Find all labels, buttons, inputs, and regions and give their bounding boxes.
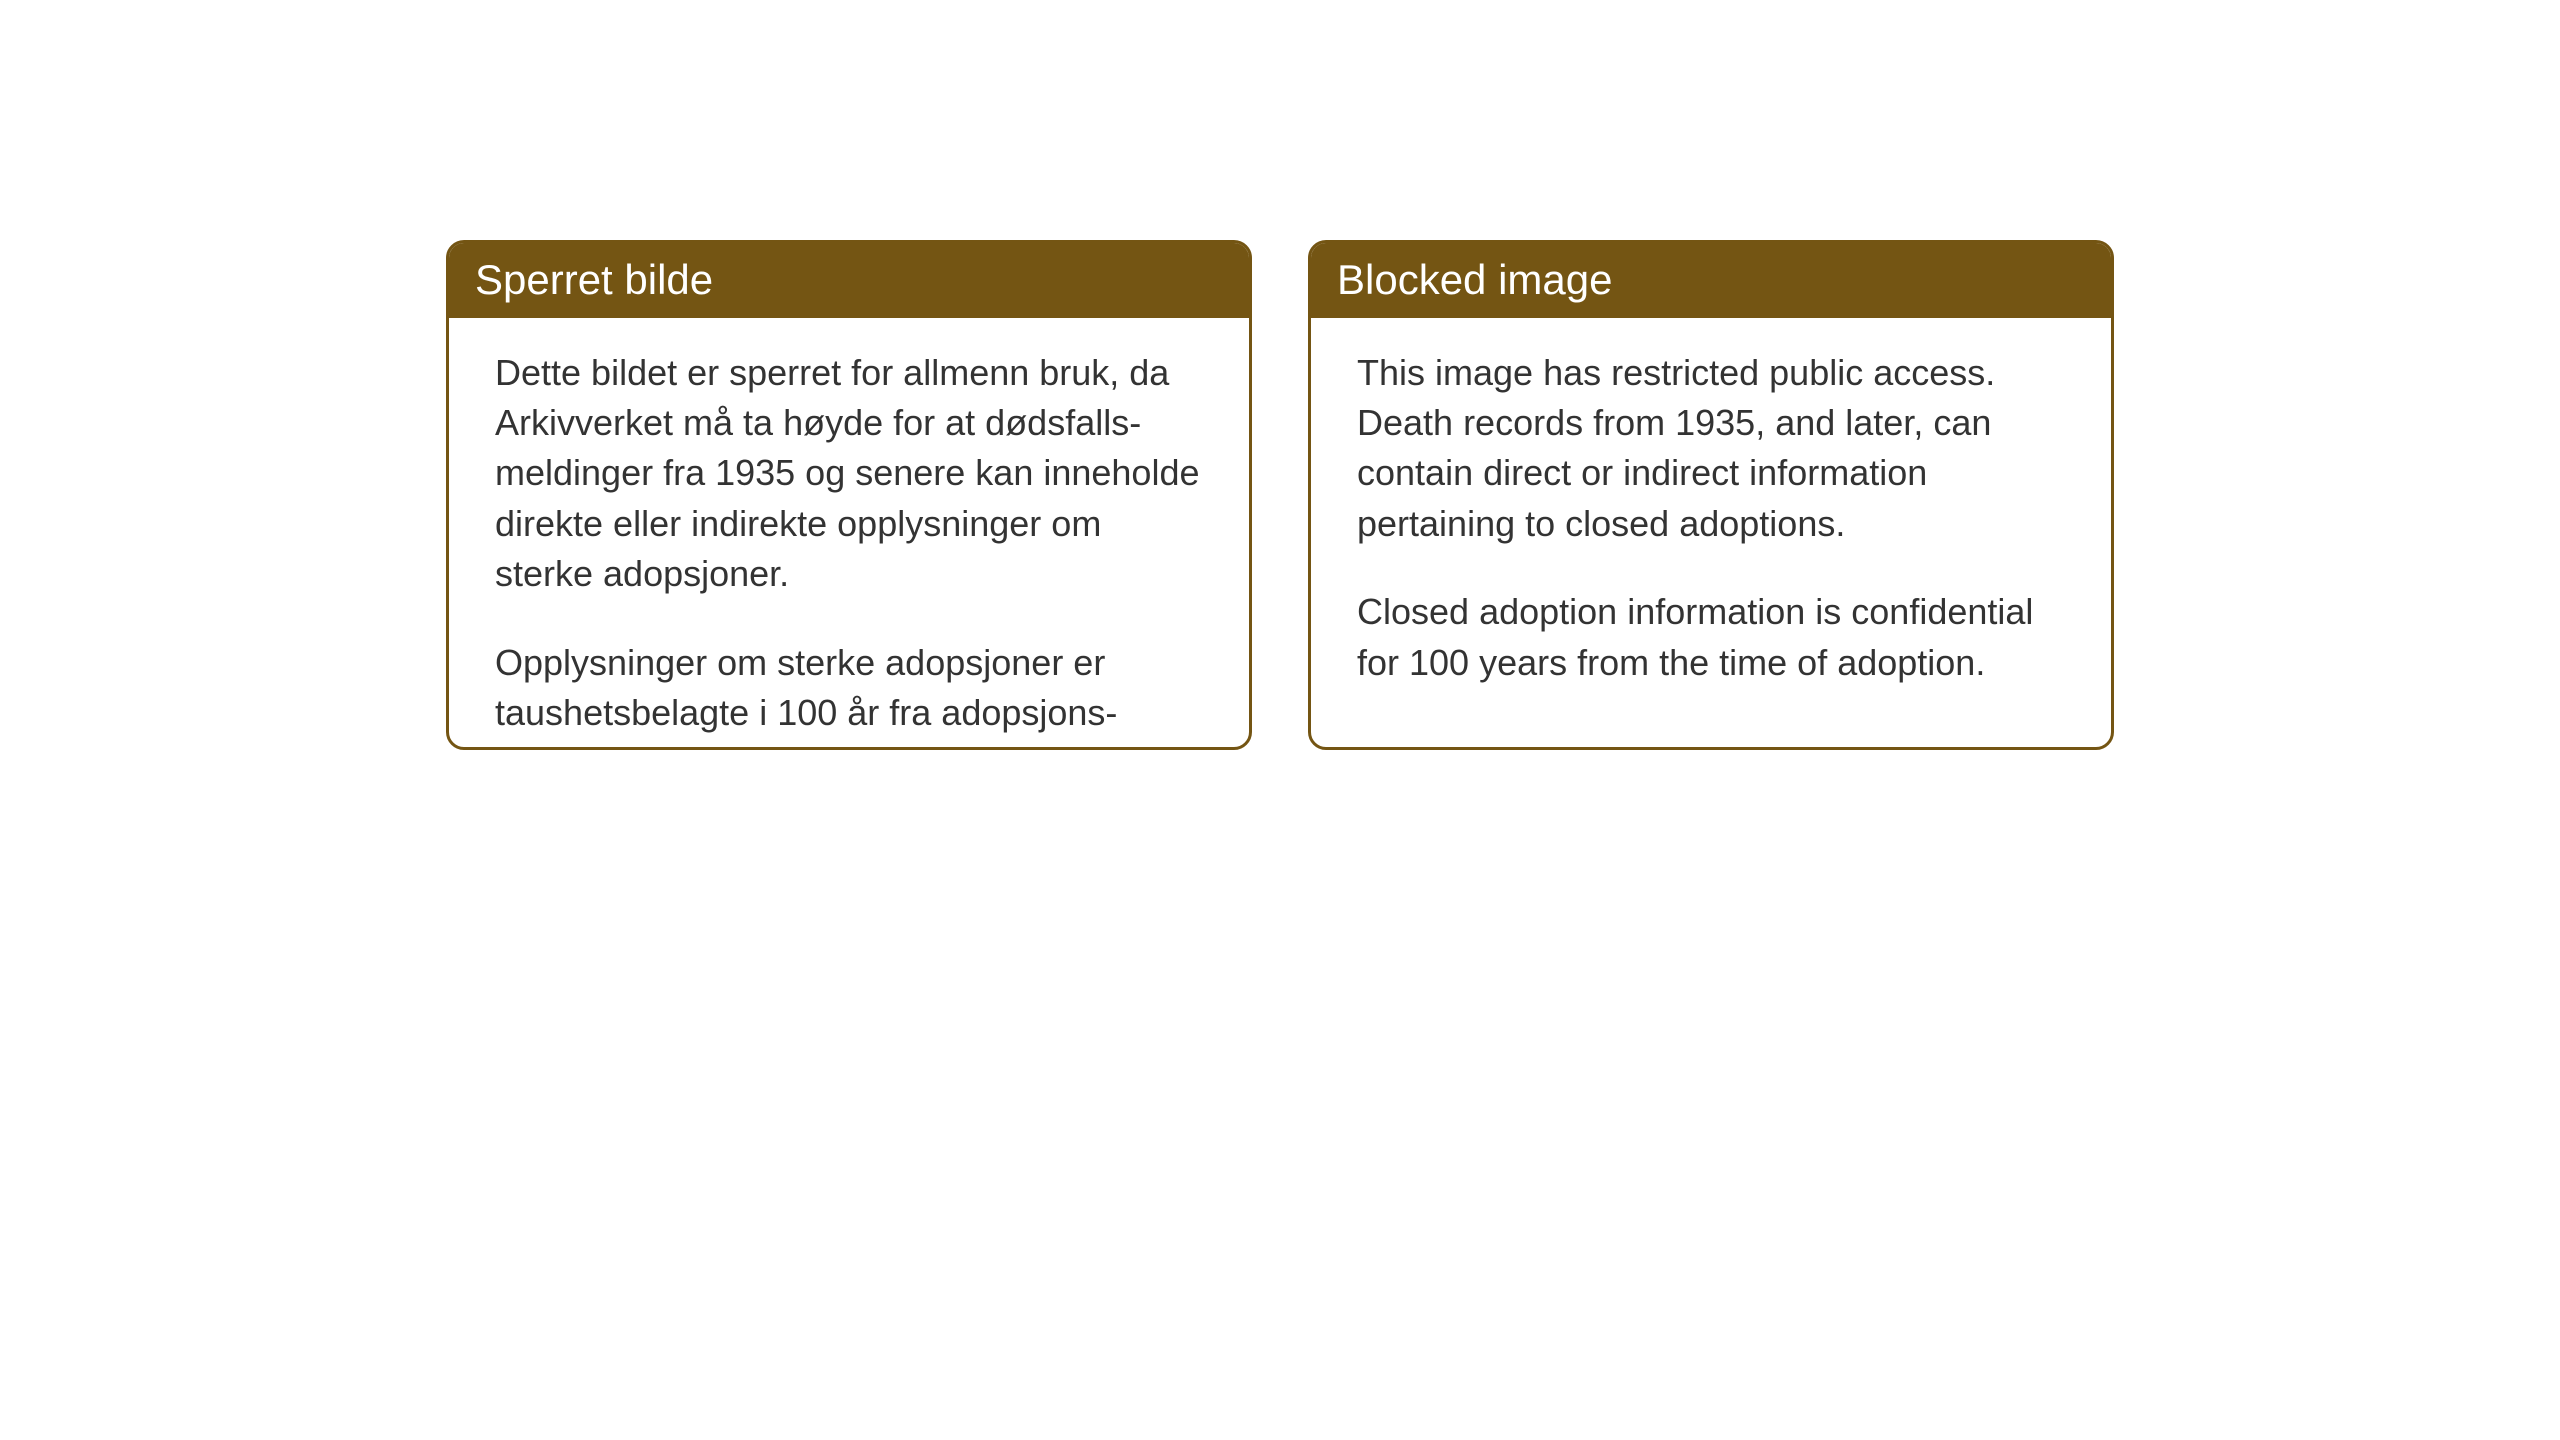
- card-norwegian: Sperret bilde Dette bildet er sperret fo…: [446, 240, 1252, 750]
- card-paragraph-1-norwegian: Dette bildet er sperret for allmenn bruk…: [495, 348, 1203, 600]
- cards-container: Sperret bilde Dette bildet er sperret fo…: [446, 240, 2114, 750]
- card-english: Blocked image This image has restricted …: [1308, 240, 2114, 750]
- card-paragraph-2-norwegian: Opplysninger om sterke adopsjoner er tau…: [495, 638, 1203, 750]
- card-header-norwegian: Sperret bilde: [449, 243, 1249, 318]
- card-body-norwegian: Dette bildet er sperret for allmenn bruk…: [449, 318, 1249, 750]
- card-paragraph-1-english: This image has restricted public access.…: [1357, 348, 2065, 550]
- card-header-english: Blocked image: [1311, 243, 2111, 318]
- card-title-norwegian: Sperret bilde: [475, 256, 713, 303]
- card-paragraph-2-english: Closed adoption information is confident…: [1357, 587, 2065, 688]
- card-title-english: Blocked image: [1337, 256, 1612, 303]
- card-body-english: This image has restricted public access.…: [1311, 318, 2111, 718]
